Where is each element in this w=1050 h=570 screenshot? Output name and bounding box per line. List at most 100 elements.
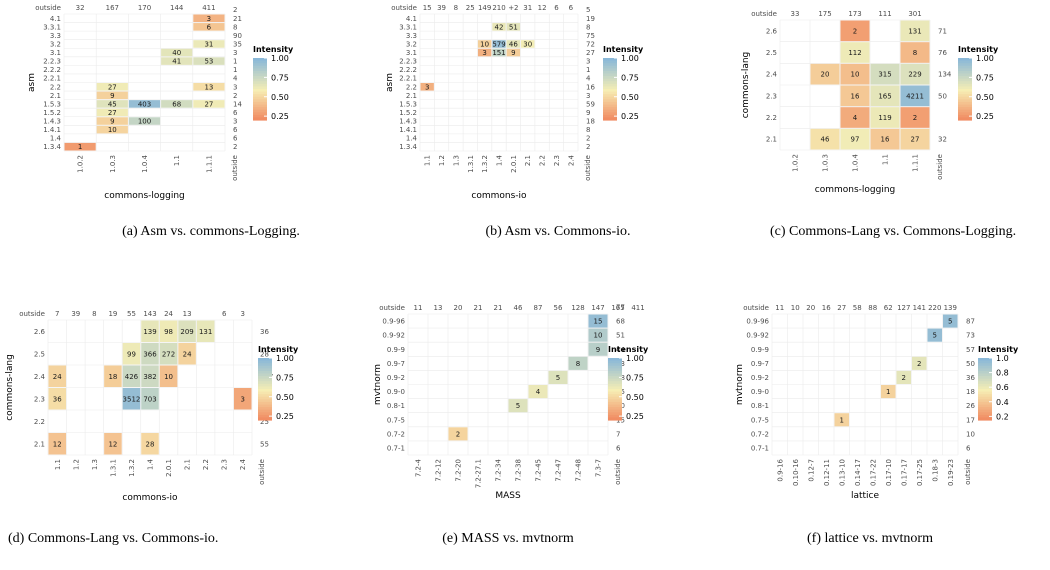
- outside-row-value: 58: [853, 304, 862, 312]
- figure-caption-d: (d) Commons-Lang vs. Commons-io.: [8, 531, 219, 546]
- outside-col-value: 27: [586, 49, 595, 57]
- legend-gradient-step: [253, 99, 267, 103]
- legend-gradient-step: [978, 417, 992, 421]
- outside-col-value: 7: [616, 430, 620, 438]
- y-tick-label: 1.4.1: [399, 126, 417, 134]
- legend-gradient-step: [258, 386, 272, 390]
- legend-gradient-step: [253, 104, 267, 108]
- legend-gradient-step: [958, 63, 972, 67]
- x-tick-label: 1.0.3: [822, 154, 830, 172]
- outside-col-value: 50: [938, 92, 947, 100]
- legend-gradient-step: [958, 96, 972, 100]
- outside-row-value: 6: [222, 310, 227, 318]
- legend-tick-label: 1.00: [621, 54, 639, 63]
- legend-tick-label: 0.50: [626, 393, 644, 402]
- y-axis-title: commons-lang: [5, 354, 15, 421]
- y-tick-label: 2.2: [50, 83, 61, 91]
- heatmap-cell: [64, 142, 96, 151]
- cell-value-label: 30: [523, 40, 532, 48]
- heatmap-cell: [161, 57, 193, 65]
- cell-value-label: 27: [911, 136, 920, 144]
- y-tick-label: 0.8-1: [751, 402, 769, 410]
- legend-tick-label: 1.00: [271, 54, 289, 63]
- y-tick-label: 0.9-9: [751, 346, 769, 354]
- y-tick-label: 1.5.3: [43, 100, 61, 108]
- legend-tick-label: 0.25: [976, 112, 994, 121]
- cell-value-label: 5: [556, 374, 560, 382]
- heatmap-cell: [193, 100, 225, 108]
- outside-col-value: 2: [233, 92, 237, 100]
- heatmap-cell: [810, 63, 840, 85]
- y-tick-label: 0.9-9: [387, 346, 405, 354]
- x-tick-label: 0.9-16: [776, 458, 784, 481]
- outside-col-value: 10: [966, 430, 975, 438]
- outside-row-value: 33: [791, 10, 800, 18]
- heatmap-cell: [128, 100, 161, 108]
- heatmap-cell: [96, 91, 128, 100]
- outside-row-value: 144: [170, 4, 184, 12]
- figure-caption-a: (a) Asm vs. commons-Logging.: [122, 224, 300, 239]
- legend-gradient-step: [603, 58, 617, 62]
- y-tick-label: 1.5.3: [399, 100, 417, 108]
- legend-tick-label: 0.25: [621, 112, 639, 121]
- cell-value-label: 99: [127, 350, 136, 358]
- legend-gradient-step: [608, 365, 622, 369]
- outside-col-value: 3: [233, 83, 237, 91]
- heatmap-cell: [508, 399, 528, 413]
- outside-col-value: 6: [233, 135, 238, 143]
- legend-gradient-step: [258, 368, 272, 372]
- y-tick-label: 2.6: [766, 27, 778, 35]
- cell-value-label: 27: [108, 109, 117, 117]
- legend-tick-label: 0.25: [271, 112, 289, 121]
- heatmap-cell: [492, 48, 506, 57]
- outside-col-value: 3: [233, 118, 237, 126]
- outside-col-value: 3: [586, 92, 590, 100]
- outside-row-value: 6: [569, 4, 574, 12]
- y-tick-label: 0.9-7: [751, 360, 769, 368]
- y-tick-label: 0.9-96: [746, 318, 769, 326]
- heatmap-cell: [193, 57, 225, 65]
- cell-value-label: 426: [125, 373, 139, 381]
- x-tick-label: 1.0.2: [792, 154, 800, 172]
- outside-row-value: 87: [534, 304, 543, 312]
- legend-gradient-step: [978, 394, 992, 398]
- outside-col-value: 26: [966, 402, 975, 410]
- heatmap-cell: [900, 63, 930, 85]
- cell-value-label: 4: [536, 388, 541, 396]
- legend-title: Intensity: [258, 345, 299, 354]
- legend-gradient-step: [253, 65, 267, 69]
- outside-row-value: 12: [538, 4, 547, 12]
- x-outside-label: outside: [614, 459, 622, 485]
- legend-gradient-step: [258, 378, 272, 382]
- legend-gradient-step: [978, 378, 992, 382]
- x-tick-label: 0.12-7: [807, 459, 815, 482]
- outside-row-value: 7: [55, 310, 59, 318]
- heatmap-cell: [870, 85, 900, 107]
- outside-row-value: 39: [437, 4, 446, 12]
- outside-col-value: 36: [966, 374, 975, 382]
- outside-row-value: 210: [492, 4, 505, 12]
- heatmap-cell: [159, 343, 178, 365]
- outside-col-value: 18: [586, 118, 595, 126]
- legend-tick-label: 0.2: [996, 412, 1009, 421]
- cell-value-label: 209: [180, 328, 193, 336]
- legend-gradient-step: [253, 76, 267, 80]
- cell-value-label: 1: [78, 143, 82, 151]
- y-tick-label: 0.8-1: [387, 402, 405, 410]
- legend-gradient-step: [253, 86, 267, 90]
- legend-gradient-step: [603, 78, 617, 82]
- y-tick-label: 3.1: [406, 49, 417, 57]
- legend-gradient-step: [608, 404, 622, 408]
- heatmap-cell: [104, 433, 122, 455]
- legend-gradient-step: [603, 89, 617, 93]
- legend-gradient-step: [958, 60, 972, 64]
- legend-gradient-step: [258, 370, 272, 375]
- y-tick-label: 0.9-2: [751, 374, 769, 382]
- y-tick-label: 3.3.1: [43, 23, 61, 31]
- x-tick-label: 7.2-12: [435, 459, 443, 482]
- cell-value-label: 1: [840, 416, 844, 424]
- heatmap-cell: [141, 433, 159, 455]
- x-outside-label: outside: [584, 155, 592, 181]
- legend-tick-label: 0.75: [626, 373, 644, 382]
- y-tick-label: 0.9-0: [387, 388, 405, 396]
